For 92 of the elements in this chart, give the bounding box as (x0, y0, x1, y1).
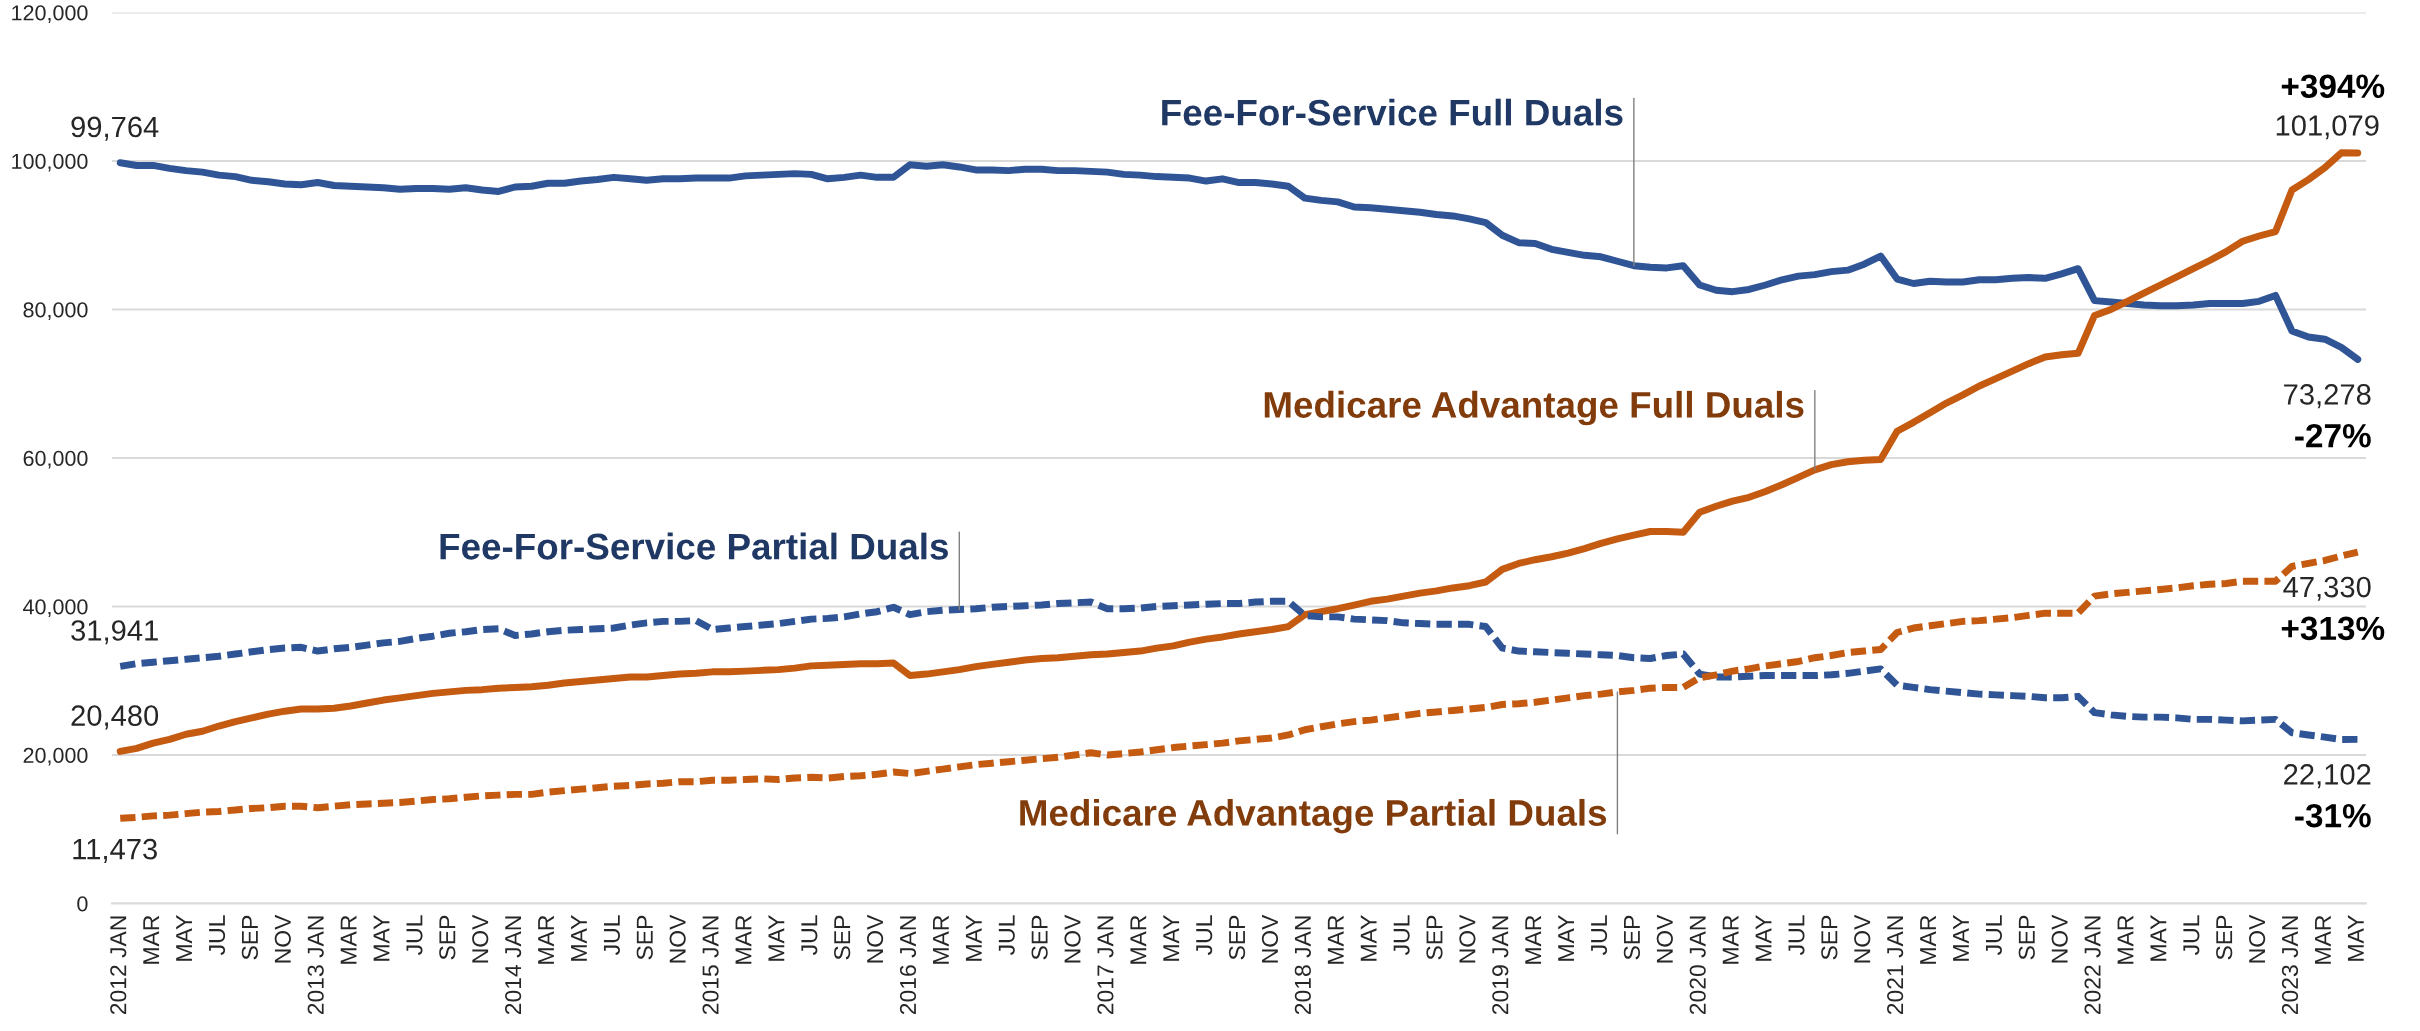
series-label: Medicare Advantage Partial Duals (1020, 798, 1607, 834)
x-tick-label: 2018 JAN (1294, 916, 1311, 1015)
x-tick-label: 2017 JAN (1097, 916, 1114, 1015)
series-label: Fee-For-Service Full Duals (1162, 98, 1623, 126)
x-tick-label: MAR (735, 915, 752, 964)
x-tick-label: SEP (439, 915, 456, 960)
data-label: 47,330 (2283, 576, 2371, 601)
x-tick-label: 2020 JAN (1689, 916, 1706, 1015)
x-tick-label: JUL (603, 915, 620, 956)
x-tick-label: JUL (209, 915, 226, 956)
x-tick-label: MAR (538, 915, 554, 964)
x-tick-label: MAR (1722, 915, 1739, 964)
x-tick-label: 2013 JAN (307, 916, 324, 1015)
x-tick-label: SEP (636, 915, 653, 960)
data-label: 31,941 (71, 620, 158, 645)
x-tick-label: SEP (834, 915, 851, 960)
x-tick-label: MAR (1130, 915, 1147, 964)
x-tick-label: 2022 JAN (2084, 916, 2101, 1015)
annotation: +313% (2281, 616, 2385, 641)
x-tick-label: JUL (1196, 915, 1213, 956)
x-tick-label: SEP (2018, 915, 2035, 960)
data-label: 99,764 (71, 116, 159, 141)
data-label: 20,480 (71, 705, 159, 730)
x-tick-label: NOV (1459, 914, 1476, 963)
annotation: -31% (2295, 803, 2371, 828)
x-tick-label: MAR (340, 915, 357, 964)
x-tick-label: NOV (472, 914, 489, 963)
x-tick-label: NOV (1854, 914, 1871, 963)
y-tick-label: 40,000 (23, 599, 88, 618)
data-label: 101,079 (2276, 115, 2379, 140)
x-tick-label: NOV (1656, 914, 1673, 963)
x-tick-label: MAR (143, 915, 160, 964)
series-label: Fee-For-Service Partial Duals (440, 532, 948, 560)
x-tick-label: NOV (1064, 914, 1081, 963)
x-tick-label: 2023 JAN (2281, 916, 2299, 1015)
x-tick-label: MAR (1920, 915, 1936, 964)
y-tick-label: 0 (77, 896, 88, 912)
annotation: +394% (2281, 74, 2385, 99)
x-tick-label: MAR (1327, 915, 1344, 964)
x-tick-label: SEP (1426, 915, 1443, 960)
x-tick-label: MAY (2347, 915, 2364, 961)
x-tick-label: NOV (866, 914, 884, 963)
x-tick-label: 2015 JAN (702, 916, 719, 1015)
x-tick-label: JUL (801, 915, 818, 956)
x-tick-label: MAY (1163, 915, 1180, 961)
x-tick-label: MAR (933, 915, 949, 964)
x-tick-label: MAY (2150, 915, 2167, 961)
x-tick-label: MAY (1953, 915, 1969, 961)
data-label: 73,278 (2284, 384, 2371, 409)
x-tick-label: NOV (1261, 914, 1279, 963)
x-tick-label: JUL (1985, 915, 2002, 956)
y-tick-label: 80,000 (23, 302, 88, 321)
x-tick-label: 2021 JAN (1887, 916, 1904, 1015)
x-tick-label: MAR (1525, 915, 1542, 964)
x-tick-label: MAY (1558, 915, 1574, 961)
y-tick-label: 20,000 (23, 747, 88, 766)
x-tick-label: NOV (274, 914, 291, 963)
x-tick-label: SEP (1228, 915, 1246, 960)
x-tick-label: SEP (2216, 915, 2233, 960)
x-tick-label: MAY (571, 915, 587, 961)
x-tick-label: JUL (406, 915, 423, 956)
x-tick-label: MAY (1755, 915, 1772, 961)
data-label: 11,473 (73, 838, 157, 863)
x-tick-label: MAY (965, 915, 982, 961)
x-tick-label: 2014 JAN (505, 916, 522, 1015)
x-tick-label: MAR (2117, 915, 2134, 964)
x-tick-label: 2012 JAN (110, 916, 127, 1015)
x-tick-label: JUL (2183, 915, 2200, 956)
x-tick-label: MAY (1360, 915, 1377, 961)
x-tick-label: SEP (1031, 915, 1048, 960)
x-tick-label: JUL (998, 915, 1015, 956)
x-tick-label: NOV (2051, 914, 2068, 963)
x-tick-label: SEP (241, 915, 258, 960)
series-label: Medicare Advantage Full Duals (1264, 390, 1804, 426)
x-tick-label: MAY (768, 915, 785, 961)
x-tick-label: SEP (1821, 915, 1838, 960)
x-tick-label: MAY (373, 915, 390, 961)
x-tick-label: JUL (1788, 915, 1805, 956)
x-tick-label: NOV (669, 914, 686, 963)
annotation: -27% (2295, 423, 2371, 448)
x-tick-label: 2019 JAN (1492, 916, 1509, 1015)
x-tick-label: NOV (2248, 914, 2266, 963)
x-tick-label: JUL (1393, 915, 1410, 956)
x-tick-label: MAY (176, 915, 192, 961)
y-tick-label: 60,000 (23, 450, 88, 469)
y-tick-label: 100,000 (12, 153, 88, 172)
data-label: 22,102 (2284, 764, 2371, 789)
x-tick-label: JUL (1591, 915, 1608, 956)
x-tick-label: SEP (1623, 915, 1641, 960)
x-tick-label: MAR (2315, 915, 2331, 964)
y-tick-label: 120,000 (12, 5, 88, 24)
x-tick-label: 2016 JAN (899, 916, 917, 1015)
